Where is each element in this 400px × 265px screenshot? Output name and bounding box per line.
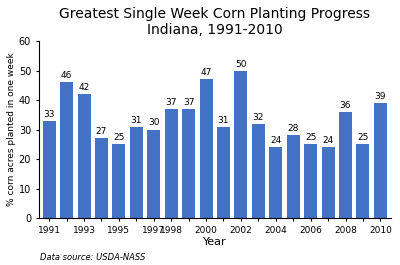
Bar <box>304 144 317 218</box>
Text: 42: 42 <box>78 83 90 92</box>
X-axis label: Year: Year <box>203 237 226 248</box>
Bar <box>130 127 143 218</box>
Bar <box>182 109 195 218</box>
Text: 31: 31 <box>130 116 142 125</box>
Bar <box>339 112 352 218</box>
Text: 39: 39 <box>375 92 386 101</box>
Text: 25: 25 <box>357 133 369 142</box>
Bar <box>374 103 387 218</box>
Text: 37: 37 <box>183 98 194 107</box>
Bar <box>252 124 265 218</box>
Bar <box>200 80 213 218</box>
Title: Greatest Single Week Corn Planting Progress
Indiana, 1991-2010: Greatest Single Week Corn Planting Progr… <box>59 7 370 37</box>
Text: Data source: USDA-NASS: Data source: USDA-NASS <box>40 253 145 262</box>
Bar <box>43 121 56 218</box>
Bar <box>165 109 178 218</box>
Bar <box>217 127 230 218</box>
Text: 36: 36 <box>340 101 351 110</box>
Text: 24: 24 <box>322 136 334 145</box>
Bar <box>78 94 90 218</box>
Text: 25: 25 <box>305 133 316 142</box>
Text: 24: 24 <box>270 136 282 145</box>
Text: 30: 30 <box>148 118 160 127</box>
Text: 37: 37 <box>166 98 177 107</box>
Bar <box>95 138 108 218</box>
Text: 47: 47 <box>200 68 212 77</box>
Bar <box>60 82 73 218</box>
Bar <box>112 144 126 218</box>
Text: 32: 32 <box>253 113 264 122</box>
Bar <box>287 135 300 218</box>
Text: 46: 46 <box>61 71 72 80</box>
Text: 27: 27 <box>96 127 107 136</box>
Text: 31: 31 <box>218 116 229 125</box>
Text: 50: 50 <box>235 60 247 69</box>
Text: 25: 25 <box>113 133 125 142</box>
Bar <box>234 70 248 218</box>
Bar <box>356 144 370 218</box>
Bar <box>322 147 335 218</box>
Text: 28: 28 <box>288 124 299 133</box>
Bar <box>147 130 160 218</box>
Y-axis label: % corn acres planted in one week: % corn acres planted in one week <box>7 53 16 206</box>
Bar <box>269 147 282 218</box>
Text: 33: 33 <box>44 110 55 119</box>
